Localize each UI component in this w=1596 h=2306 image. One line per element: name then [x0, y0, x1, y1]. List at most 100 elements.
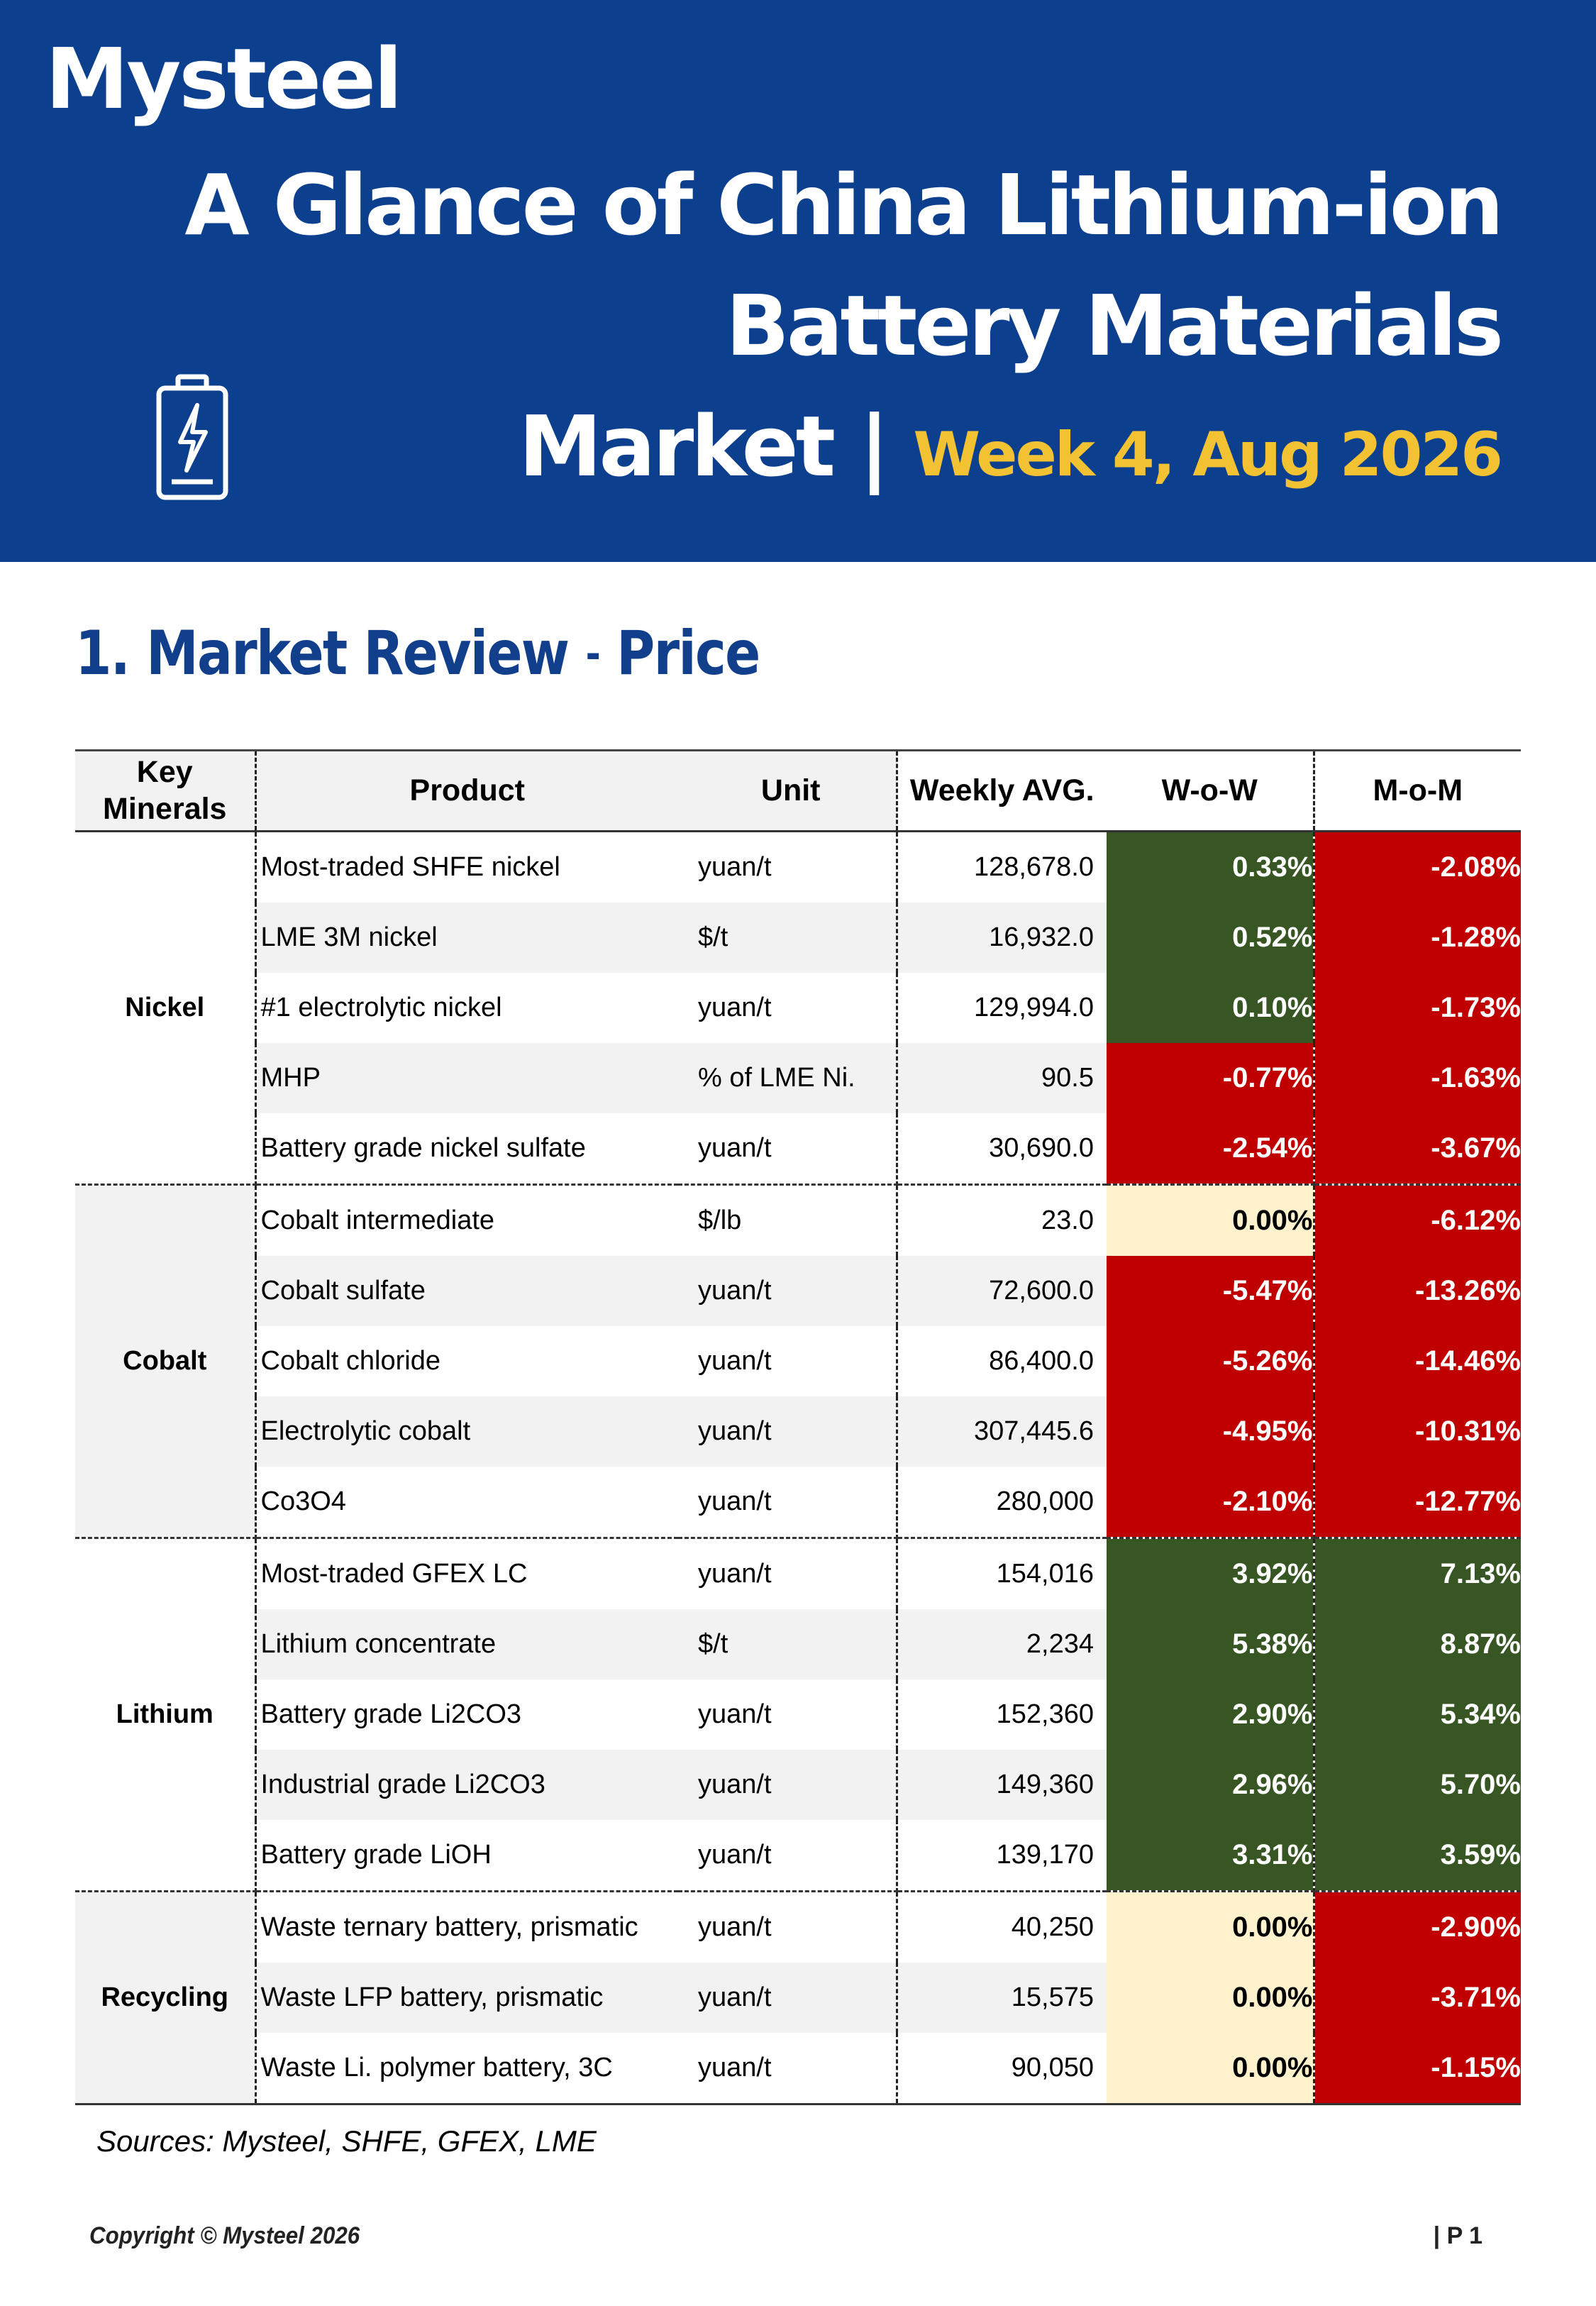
- product-unit: $/lb: [678, 1184, 898, 1256]
- product-name: Battery grade Li2CO3: [260, 1699, 522, 1729]
- weekly-avg-value: 129,994.0: [973, 993, 1094, 1022]
- product-name: Electrolytic cobalt: [255, 1396, 678, 1467]
- wow-change: -5.26%: [1107, 1326, 1315, 1396]
- weekly-avg-value: 16,932.0: [897, 903, 1107, 973]
- product-name: Industrial grade Li2CO3: [255, 1750, 678, 1820]
- header-unit: Unit: [678, 749, 898, 832]
- mineral-group-label: Recycling: [75, 1891, 257, 2105]
- weekly-avg-value: 139,170: [897, 1820, 1107, 1892]
- product-unit: yuan/t: [678, 1891, 898, 1963]
- table-row: Industrial grade Li2CO3 yuan/t 149,360 2.96…: [75, 1750, 1521, 1820]
- weekly-avg-value: 152,360: [996, 1699, 1094, 1729]
- product-name: Waste Li. polymer battery, 3C: [255, 2033, 678, 2105]
- product-name: Cobalt chloride: [260, 1346, 440, 1376]
- wow-change: 0.10%: [1107, 973, 1315, 1043]
- product-unit: yuan/t: [678, 1113, 898, 1186]
- mineral-group-label: Cobalt: [75, 1184, 257, 1539]
- header-product: Product: [255, 749, 678, 832]
- product-unit: yuan/t: [678, 1467, 898, 1539]
- mom-change: 5.70%: [1314, 1750, 1521, 1820]
- header-key-minerals: Key Minerals: [75, 749, 257, 832]
- mom-change: -3.71%: [1314, 1963, 1521, 2033]
- wow-change: 0.33%: [1107, 831, 1315, 903]
- wow-change: -5.47%: [1107, 1256, 1315, 1326]
- mom-change: -2.08%: [1314, 831, 1521, 903]
- product-name: Waste ternary battery, prismatic: [260, 1912, 638, 1942]
- product-unit: yuan/t: [678, 1963, 898, 2033]
- product-unit: yuan/t: [678, 2033, 898, 2105]
- product-name: #1 electrolytic nickel: [260, 993, 502, 1022]
- product-unit: % of LME Ni.: [678, 1043, 898, 1113]
- wow-change: -2.10%: [1107, 1467, 1315, 1539]
- mom-change: -10.31%: [1314, 1396, 1521, 1467]
- product-name: Co3O4: [255, 1467, 678, 1539]
- header-mom: M-o-M: [1314, 749, 1521, 832]
- product-name: LME 3M nickel: [255, 903, 678, 973]
- mom-change: 5.34%: [1314, 1679, 1521, 1750]
- wow-change: 0.00%: [1107, 1184, 1315, 1256]
- product-unit: yuan/t: [678, 1679, 898, 1750]
- table-row: #1 electrolytic nickel yuan/t 129,994.0 0.1…: [75, 973, 1521, 1043]
- product-name: Battery grade LiOH: [255, 1820, 678, 1892]
- weekly-avg-value: 23.0: [1041, 1206, 1094, 1235]
- section-title-dash: -: [585, 629, 600, 679]
- product-name: MHP: [255, 1043, 678, 1113]
- mom-change: 3.59%: [1314, 1820, 1521, 1892]
- section-title-sub: Price: [616, 618, 760, 689]
- wow-change: 3.92%: [1107, 1538, 1315, 1609]
- table-row: Electrolytic cobalt yuan/t 307,445.6 -4.95%…: [75, 1396, 1521, 1467]
- product-name: Cobalt intermediate: [260, 1206, 495, 1235]
- report-title-line-1: A Glance of China Lithium-ion: [184, 156, 1504, 254]
- mom-change: -12.77%: [1314, 1467, 1521, 1539]
- table-row: Cobalt chloride yuan/t 86,400.0 -5.26% -14.4…: [75, 1326, 1521, 1396]
- wow-change: 0.00%: [1107, 2033, 1315, 2105]
- mom-change: -1.15%: [1314, 2033, 1521, 2105]
- mom-change: -1.28%: [1314, 903, 1521, 973]
- product-name: Most-traded SHFE nickel: [260, 852, 560, 882]
- section-title-main: 1. Market Review: [75, 618, 570, 689]
- battery-charging-icon: [155, 374, 230, 504]
- table-row: Battery grade LiOH yuan/t 139,170 3.31% 3.59…: [75, 1820, 1521, 1892]
- weekly-avg-value: 280,000: [897, 1467, 1107, 1539]
- mysteel-logo: Mysteel: [45, 30, 402, 128]
- copyright: Copyright © Mysteel 2026: [89, 2222, 360, 2249]
- product-unit: $/t: [678, 903, 898, 973]
- wow-change: -0.77%: [1107, 1043, 1315, 1113]
- product-unit: yuan/t: [678, 1820, 898, 1892]
- weekly-avg-value: 72,600.0: [897, 1256, 1107, 1326]
- wow-change: 0.52%: [1107, 903, 1315, 973]
- mom-change: -6.12%: [1314, 1184, 1521, 1256]
- weekly-avg-value: 86,400.0: [989, 1346, 1094, 1376]
- wow-change: 2.90%: [1107, 1679, 1315, 1750]
- weekly-avg-value: 30,690.0: [897, 1113, 1107, 1186]
- mom-change: 8.87%: [1314, 1609, 1521, 1679]
- wow-change: -4.95%: [1107, 1396, 1315, 1467]
- page-number: | P 1: [1433, 2222, 1483, 2249]
- table-row: LME 3M nickel $/t 16,932.0 0.52% -1.28%: [75, 903, 1521, 973]
- product-unit: yuan/t: [678, 831, 898, 903]
- mom-change: -13.26%: [1314, 1256, 1521, 1326]
- report-title-market: Market |: [519, 397, 890, 495]
- table-row: Waste LFP battery, prismatic yuan/t 15,575…: [75, 1963, 1521, 2033]
- price-table-body: Nickel Most-traded SHFE nickel yuan/t 128,6…: [75, 831, 1521, 2105]
- wow-change: 0.00%: [1107, 1891, 1315, 1963]
- mineral-group-label: Nickel: [75, 831, 257, 1186]
- mom-change: -14.46%: [1314, 1326, 1521, 1396]
- table-row: Lithium concentrate $/t 2,234 5.38% 8.87%: [75, 1609, 1521, 1679]
- mineral-group-label: Lithium: [75, 1538, 257, 1892]
- table-row: MHP% of LME Ni. 90.5 -0.77% -1.63%: [75, 1043, 1521, 1113]
- product-unit: yuan/t: [678, 1750, 898, 1820]
- header-weekly-avg: Weekly AVG.: [897, 749, 1107, 832]
- weekly-avg-value: 307,445.6: [897, 1396, 1107, 1467]
- table-row: Cobalt sulfate yuan/t 72,600.0 -5.47% -13.26…: [75, 1256, 1521, 1326]
- table-header-row: Key Minerals Product Unit Weekly AVG. W-…: [75, 749, 1521, 832]
- weekly-avg-value: 40,250: [1011, 1912, 1094, 1942]
- wow-change: 2.96%: [1107, 1750, 1315, 1820]
- table-row: Recycling Waste ternary battery, prismati…: [75, 1891, 1521, 2105]
- wow-change: 5.38%: [1107, 1609, 1315, 1679]
- weekly-avg-value: 154,016: [996, 1559, 1094, 1589]
- table-row: Nickel Most-traded SHFE nickel yuan/t 128,6…: [75, 831, 1521, 1186]
- weekly-avg-value: 2,234: [897, 1609, 1107, 1679]
- mom-change: 7.13%: [1314, 1538, 1521, 1609]
- weekly-avg-value: 149,360: [897, 1750, 1107, 1820]
